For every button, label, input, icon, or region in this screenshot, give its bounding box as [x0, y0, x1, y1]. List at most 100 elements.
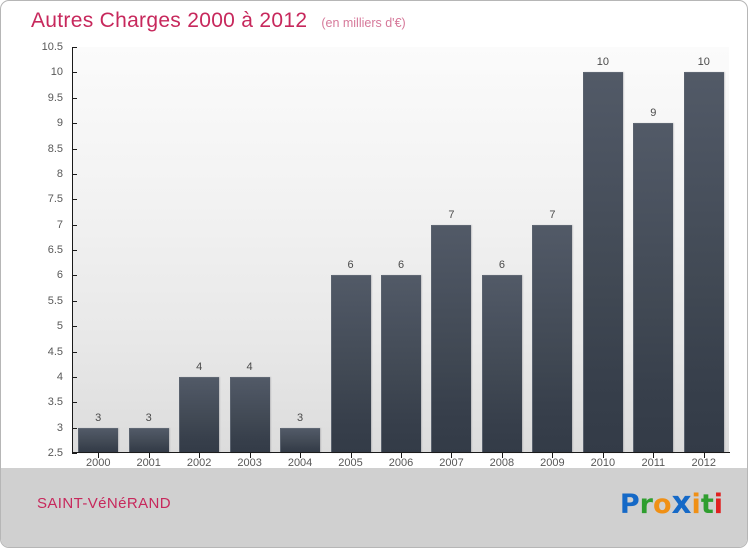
x-axis-tick-label: 2005 — [338, 457, 363, 469]
y-axis-tick-mark — [72, 72, 77, 73]
logo-letter-t: t — [700, 489, 714, 520]
y-axis-ticks: 2.5 3 3.5 4 4.5 5 5.5 6 6.5 7 7.5 8 8.5 9 9.5 10 10.5 — [1, 1, 72, 547]
y-axis-tick-label: 2.5 — [47, 447, 63, 459]
bar-value-label: 6 — [397, 259, 405, 272]
logo-letter-i1: i — [691, 489, 701, 520]
y-axis-tick-mark — [72, 326, 77, 327]
y-axis-tick-mark — [72, 301, 77, 302]
y-axis-tick-mark — [72, 250, 77, 251]
bar-value-label: 10 — [697, 56, 710, 69]
x-axis-tick-mark — [300, 453, 301, 458]
x-axis-tick-label: 2012 — [691, 457, 717, 469]
bar[interactable] — [128, 427, 169, 453]
y-axis-tick-label: 5 — [56, 320, 63, 333]
x-axis-tick-label: 2011 — [641, 457, 666, 469]
x-axis-tick-mark — [199, 453, 200, 458]
x-axis-tick-mark — [250, 453, 251, 458]
bar[interactable] — [633, 123, 674, 453]
y-axis-tick-label: 8.5 — [47, 142, 63, 155]
x-axis-tick-label: 2003 — [237, 457, 262, 469]
bar[interactable] — [229, 376, 270, 453]
page-title: Autres Charges 2000 à 2012 — [31, 9, 308, 32]
bar-value-label: 6 — [347, 259, 354, 272]
bar-value-label: 4 — [196, 360, 203, 373]
footer-bar: SAINT-VéNéRAND Proxiti — [1, 468, 747, 547]
y-axis-tick-mark — [72, 402, 77, 403]
bar-value-label: 3 — [145, 411, 152, 424]
logo-letter-r: r — [639, 489, 653, 520]
bar-value-label: 7 — [448, 208, 455, 221]
y-axis-tick-label: 10.5 — [41, 41, 63, 53]
y-axis-tick-label: 10 — [50, 66, 63, 79]
plot-area — [73, 47, 729, 453]
bar-value-label: 3 — [95, 411, 102, 424]
bar[interactable] — [381, 275, 421, 453]
bar[interactable] — [431, 224, 472, 453]
bar[interactable] — [582, 72, 623, 453]
x-axis-tick-label: 2007 — [439, 457, 464, 469]
logo-letter-i2: i — [713, 489, 723, 520]
bar-value-label: 6 — [498, 259, 505, 272]
x-axis-tick-mark — [502, 453, 503, 458]
bar-value-label: 10 — [596, 56, 609, 69]
y-axis-tick-mark — [72, 47, 77, 48]
y-axis-tick-mark — [72, 428, 77, 429]
x-axis-tick-mark — [704, 453, 705, 458]
bar[interactable] — [683, 72, 724, 453]
x-axis-line — [72, 452, 730, 453]
bar-value-label: 3 — [297, 411, 304, 424]
y-axis-tick-label: 4.5 — [47, 345, 63, 358]
x-axis-tick-label: 2010 — [590, 457, 616, 469]
x-axis-tick-label: 2000 — [85, 457, 111, 469]
bar[interactable] — [280, 427, 321, 453]
bar[interactable] — [78, 427, 119, 453]
bar[interactable] — [179, 376, 220, 453]
x-axis-tick-mark — [603, 453, 604, 458]
bar[interactable] — [330, 275, 371, 453]
bar-value-label: 9 — [650, 107, 657, 120]
commune-name: SAINT-VéNéRAND — [37, 495, 171, 512]
y-axis-tick-mark — [72, 275, 77, 276]
x-axis-tick-mark — [401, 453, 402, 458]
y-axis-tick-mark — [72, 98, 77, 99]
logo-letter-p: P — [619, 489, 640, 520]
x-axis-tick-mark — [98, 453, 99, 458]
x-axis-tick-label: 2008 — [489, 457, 515, 469]
chart-header: Autres Charges 2000 à 2012 (en milliers … — [1, 1, 747, 41]
logo-letter-o: o — [652, 489, 672, 520]
bar-value-label: 4 — [246, 360, 253, 373]
y-axis-tick-label: 8 — [56, 167, 63, 180]
y-axis-tick-mark — [72, 225, 77, 226]
y-axis-tick-label: 4 — [56, 370, 63, 383]
logo-letter-x: x — [671, 485, 692, 521]
y-axis-tick-label: 6 — [56, 269, 63, 282]
y-axis-tick-label: 6.5 — [47, 244, 63, 256]
bar[interactable] — [532, 224, 573, 453]
y-axis-tick-mark — [72, 174, 77, 175]
bar-value-label: 7 — [549, 208, 556, 221]
x-axis-tick-label: 2009 — [540, 457, 565, 469]
bar[interactable] — [481, 275, 522, 453]
y-axis-tick-mark — [72, 377, 77, 378]
y-axis-tick-mark — [72, 123, 77, 124]
y-axis-tick-label: 9 — [56, 117, 63, 130]
y-axis-tick-label: 9.5 — [47, 91, 63, 104]
proxiti-logo[interactable]: Proxiti — [620, 485, 723, 521]
x-axis-tick-label: 2006 — [388, 457, 414, 469]
y-axis-tick-mark — [72, 199, 77, 200]
x-axis-tick-mark — [653, 453, 654, 458]
x-axis-tick-label: 2001 — [136, 457, 161, 469]
y-axis-tick-label: 7 — [56, 218, 63, 231]
x-axis-tick-mark — [552, 453, 553, 458]
x-axis-tick-mark — [451, 453, 452, 458]
y-axis-tick-label: 7.5 — [47, 193, 63, 206]
y-axis-tick-mark — [72, 352, 77, 353]
y-axis-tick-label: 3.5 — [47, 396, 63, 409]
x-axis-tick-mark — [351, 453, 352, 458]
chart-subtitle-units: (en milliers d'€) — [321, 16, 406, 30]
x-axis-tick-mark — [149, 453, 150, 458]
y-axis-tick-label: 5.5 — [47, 294, 63, 307]
y-axis-tick-mark — [72, 149, 77, 150]
y-axis-tick-mark — [72, 453, 77, 454]
